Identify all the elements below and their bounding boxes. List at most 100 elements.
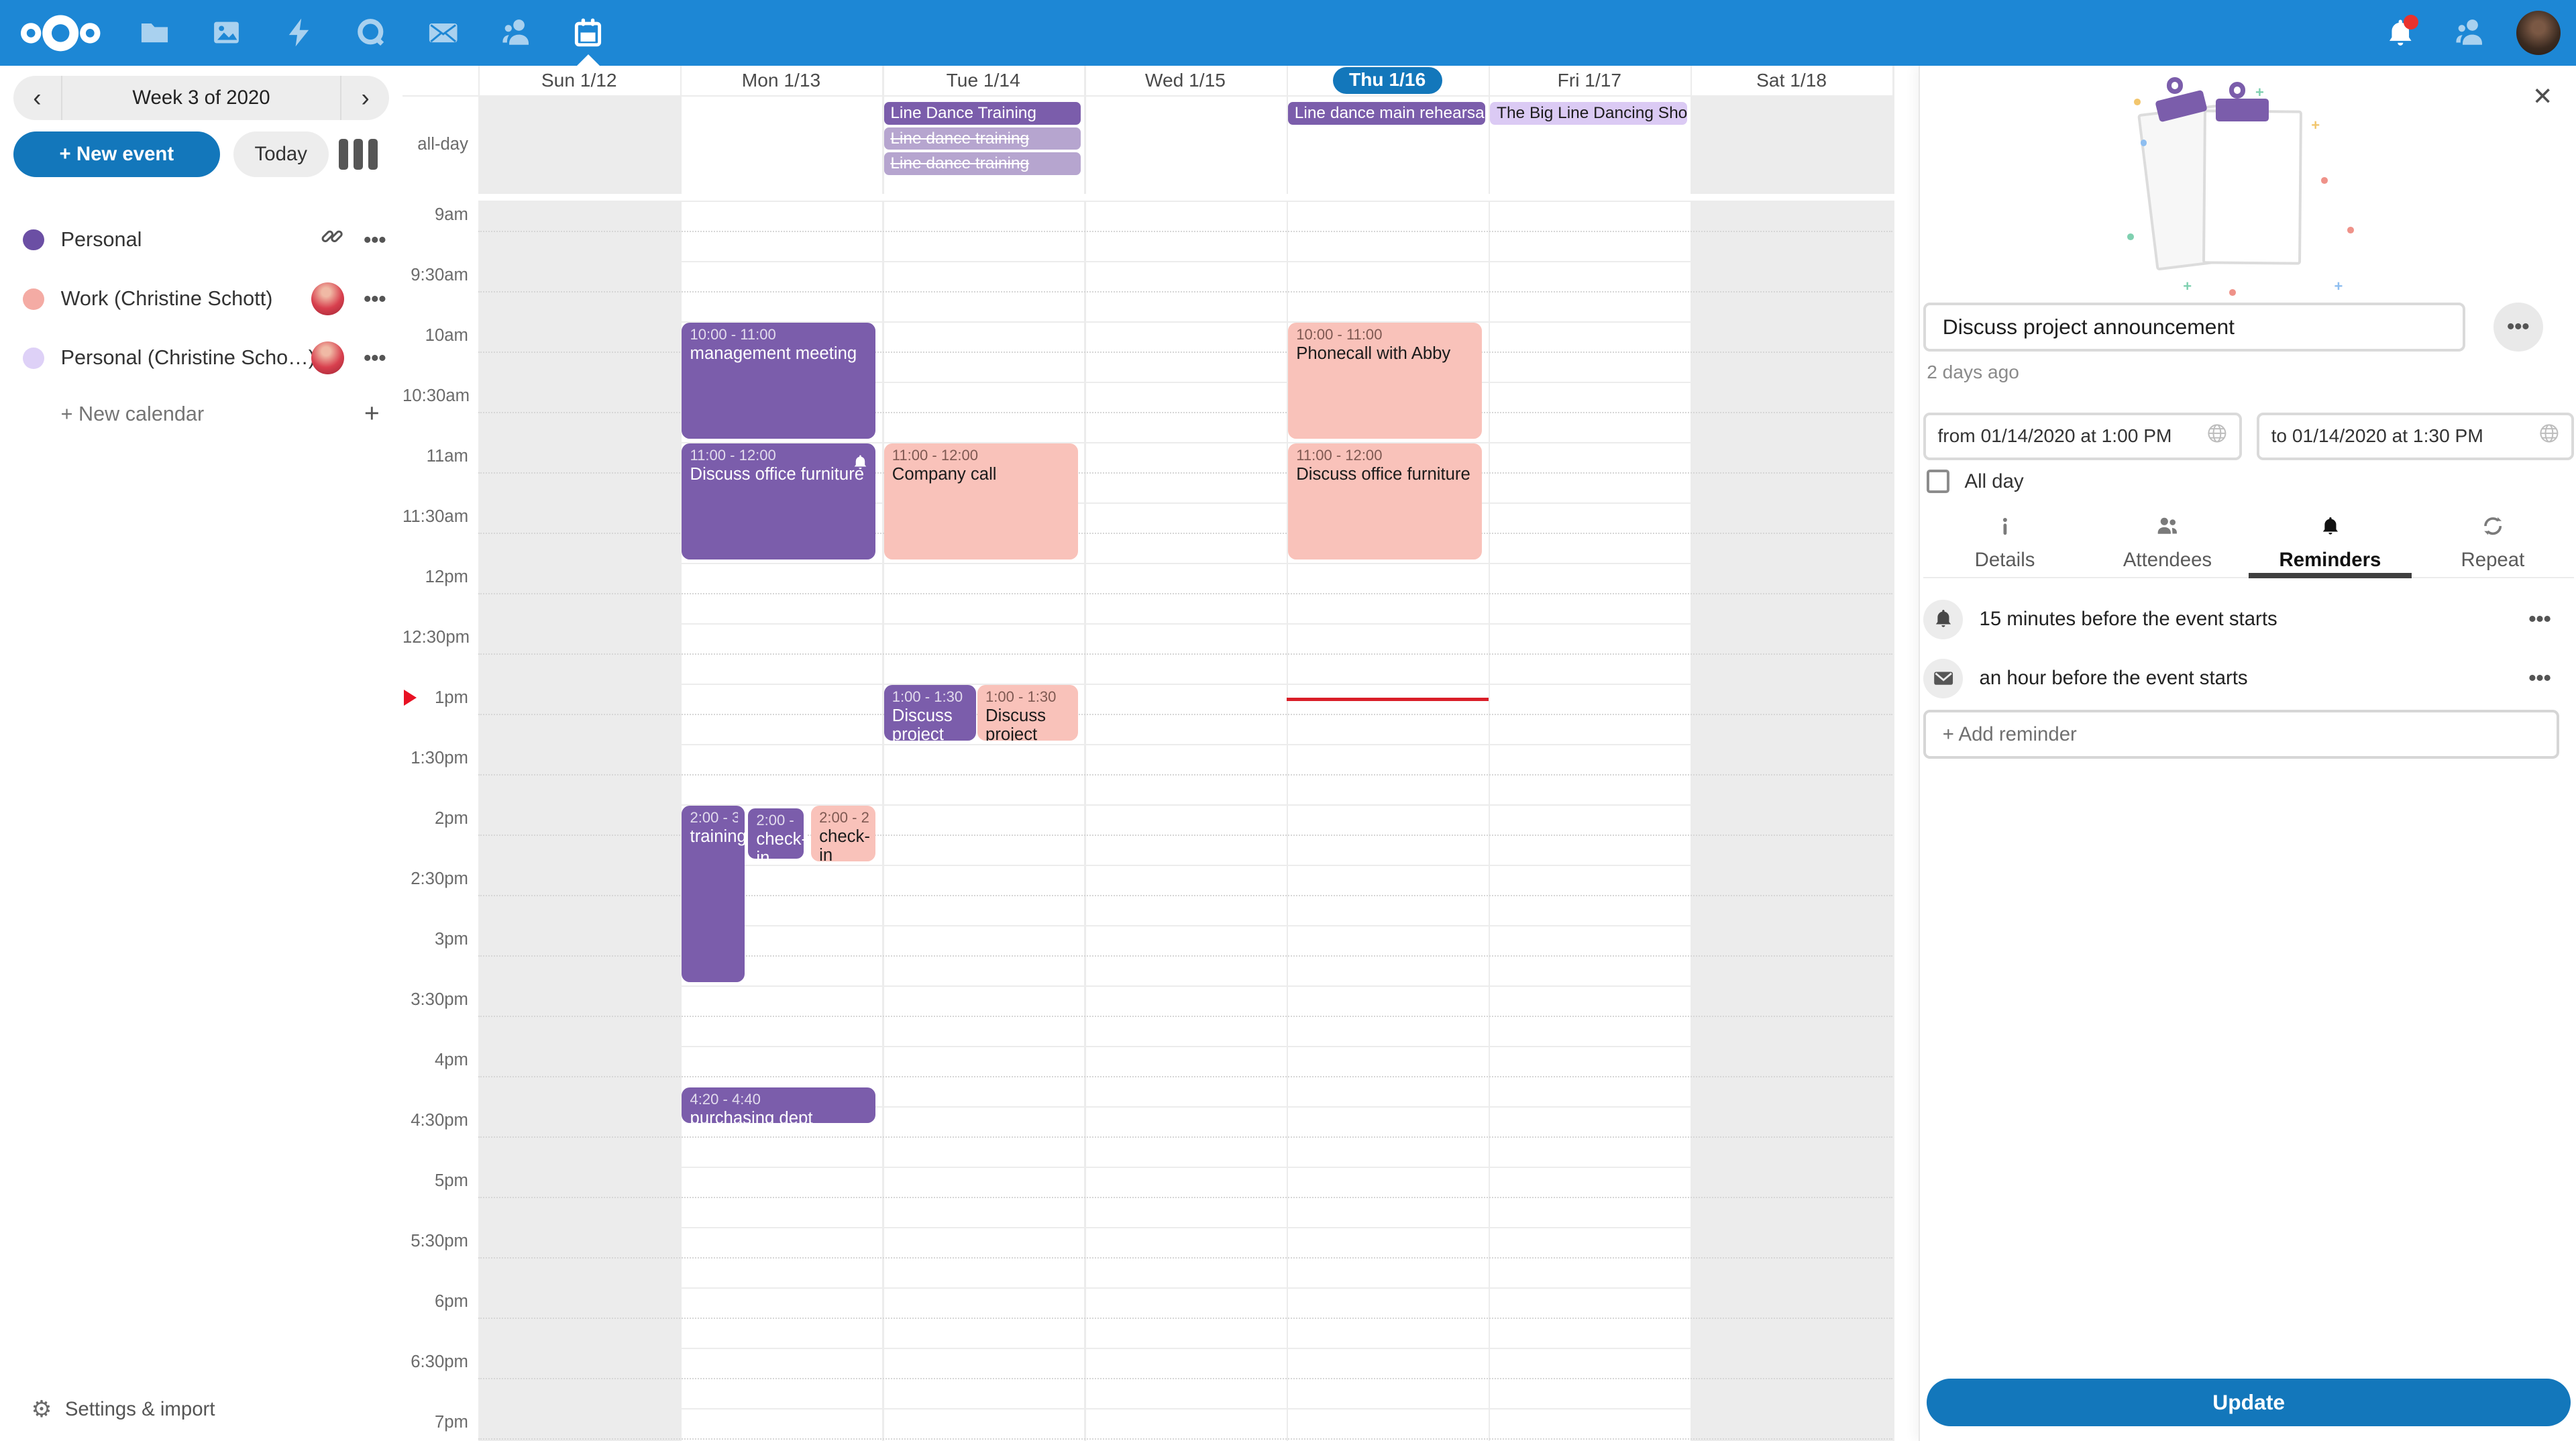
time-label: 5:30pm	[411, 1232, 468, 1251]
all-day-event[interactable]: Line dance main rehearsal	[1288, 101, 1485, 125]
column-divider	[1892, 65, 1894, 1441]
grid-hour-line	[478, 924, 1893, 926]
tab-details[interactable]: Details	[1923, 509, 2086, 577]
time-label: 10am	[425, 326, 468, 345]
editor-tabs: Details Attendees Reminders Repeat	[1923, 509, 2575, 579]
event-end-field[interactable]: to 01/14/2020 at 1:30 PM	[2257, 412, 2575, 460]
tab-attendees[interactable]: Attendees	[2086, 509, 2249, 577]
all-day-event[interactable]: Line dance training	[883, 127, 1081, 150]
new-event-button[interactable]: + New event	[13, 131, 221, 178]
grid-quarter-line	[478, 1075, 1893, 1077]
activity-app-icon[interactable]	[263, 0, 335, 66]
event-title: Discuss office furniture	[1296, 465, 1470, 484]
add-reminder-button[interactable]: + Add reminder	[1923, 709, 2560, 759]
notifications-bell-icon[interactable]	[2372, 0, 2428, 66]
event-illustration: + + + +	[2117, 77, 2380, 296]
contacts-app-icon[interactable]	[480, 0, 552, 66]
day-header-wed[interactable]: Wed 1/15	[1144, 69, 1226, 91]
day-header-fri[interactable]: Fri 1/17	[1557, 69, 1622, 91]
all-day-event[interactable]: The Big Line Dancing Show	[1490, 101, 1688, 125]
day-header-sun[interactable]: Sun 1/12	[541, 69, 617, 91]
day-header-thu[interactable]: Thu 1/16	[1287, 66, 1489, 95]
event-card[interactable]: 10:00 - 11:00 Phonecall with Abby	[1288, 323, 1482, 439]
event-card[interactable]: 2:00 - 2:30check-in	[810, 806, 876, 861]
today-button[interactable]: Today	[233, 131, 329, 178]
grid-quarter-line	[478, 472, 1893, 474]
event-card[interactable]: 11:00 - 12:00 Discuss office furniture	[1288, 443, 1482, 559]
day-header-tue[interactable]: Tue 1/14	[946, 69, 1020, 91]
all-day-event[interactable]: Line dance training	[883, 152, 1081, 176]
event-card[interactable]: 2:00 - 2:30check-in	[745, 806, 806, 861]
column-divider	[680, 65, 682, 1441]
time-label: 3:30pm	[411, 990, 468, 1010]
close-icon[interactable]: ✕	[2532, 83, 2553, 111]
time-label: 9:30am	[411, 266, 468, 285]
all-day-label: All day	[1964, 470, 2024, 492]
view-toggle-icon[interactable]	[333, 138, 382, 171]
all-day-event[interactable]: Line Dance Training	[883, 101, 1081, 125]
current-time-line	[1286, 697, 1489, 701]
event-card[interactable]: 2:00 - 3:30training	[682, 806, 745, 982]
timezone-globe-icon[interactable]	[2206, 421, 2228, 451]
sidebar-calendar-item[interactable]: Personal •••	[0, 210, 402, 269]
grid-quarter-line	[478, 411, 1893, 413]
next-week-button[interactable]: ›	[339, 75, 389, 120]
event-start-value: from 01/14/2020 at 1:00 PM	[1937, 425, 2172, 447]
talk-app-icon[interactable]	[335, 0, 408, 66]
update-button[interactable]: Update	[1927, 1378, 2571, 1426]
all-day-checkbox[interactable]	[1927, 470, 1950, 493]
previous-week-button[interactable]: ‹	[13, 75, 63, 120]
event-card[interactable]: 4:20 - 4:40 purchasing dept	[682, 1087, 876, 1123]
tab-repeat[interactable]: Repeat	[2412, 509, 2574, 577]
current-time-arrow	[404, 689, 417, 706]
sidebar-calendar-item[interactable]: Work (Christine Schott) •••	[0, 270, 402, 329]
event-start-field[interactable]: from 01/14/2020 at 1:00 PM	[1923, 412, 2243, 460]
user-avatar[interactable]	[2510, 0, 2566, 66]
event-title: management meeting	[690, 344, 857, 364]
photos-app-icon[interactable]	[191, 0, 263, 66]
calendar-menu-icon[interactable]: •••	[364, 345, 386, 370]
event-card[interactable]: 10:00 - 11:00 management meeting	[682, 323, 876, 439]
day-header-sat[interactable]: Sat 1/18	[1756, 69, 1827, 91]
reminder-menu-icon[interactable]: •••	[2528, 665, 2551, 690]
calendar-app-icon[interactable]	[552, 0, 625, 66]
tab-reminders[interactable]: Reminders	[2249, 509, 2412, 579]
nextcloud-logo-icon[interactable]	[19, 13, 101, 53]
reminder-item: 15 minutes before the event starts •••	[1923, 598, 2574, 641]
calendar-row-actions: •••	[311, 282, 386, 316]
event-card[interactable]: 11:00 - 12:00 Company call	[883, 443, 1078, 559]
calendar-menu-icon[interactable]: •••	[364, 286, 386, 311]
info-icon	[1994, 515, 2016, 544]
time-label: 4:30pm	[411, 1111, 468, 1130]
event-card[interactable]: 11:00 - 12:00 Discuss office furniture	[682, 443, 876, 559]
event-title-input[interactable]	[1923, 302, 2466, 352]
new-calendar-button[interactable]: + New calendar +	[0, 388, 402, 440]
contacts-menu-icon[interactable]	[2441, 0, 2497, 66]
calendar-name: Personal (Christine Scho…)	[60, 346, 315, 370]
share-link-icon[interactable]	[321, 225, 343, 254]
week-label[interactable]: Week 3 of 2020	[132, 86, 270, 109]
sidebar-calendar-item[interactable]: Personal (Christine Scho…) •••	[0, 329, 402, 388]
settings-import[interactable]: ⚙ Settings & import	[0, 1388, 402, 1431]
event-actions-button[interactable]: •••	[2493, 302, 2543, 352]
calendar-menu-icon[interactable]: •••	[364, 227, 386, 252]
reminder-menu-icon[interactable]: •••	[2528, 606, 2551, 631]
time-label: 11am	[426, 447, 468, 466]
event-time: 11:00 - 12:00	[690, 447, 776, 464]
event-title: Discuss office furniture	[690, 465, 865, 484]
time-label: 2:30pm	[411, 869, 468, 889]
grid-hour-line	[478, 562, 1893, 564]
grid-quarter-line	[478, 773, 1893, 776]
grid-quarter-line	[478, 1015, 1893, 1017]
bell-icon	[2320, 515, 2341, 544]
event-title: Discuss project	[985, 706, 1046, 741]
all-day-toggle[interactable]: All day	[1927, 470, 2024, 493]
mail-app-icon[interactable]	[407, 0, 480, 66]
grid-quarter-line	[478, 1377, 1893, 1379]
event-card[interactable]: 1:00 - 1:30 Discuss project	[977, 685, 1078, 741]
confetti-dot	[2140, 140, 2147, 146]
day-header-mon[interactable]: Mon 1/13	[741, 69, 821, 91]
timezone-globe-icon[interactable]	[2538, 421, 2560, 451]
files-app-icon[interactable]	[118, 0, 191, 66]
